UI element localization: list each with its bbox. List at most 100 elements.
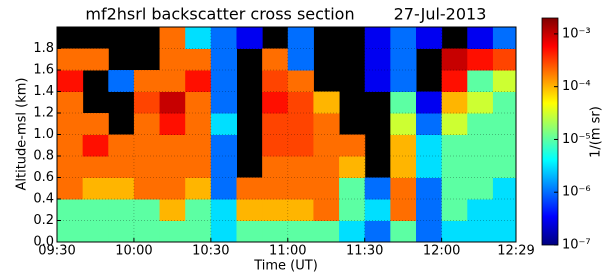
heatmap-cell — [288, 221, 314, 243]
colorbar-tick-label: 10⁻⁴ — [562, 79, 591, 94]
heatmap-cell — [339, 135, 365, 157]
heatmap-cell — [108, 156, 134, 178]
heatmap-cell — [83, 199, 109, 221]
heatmap-cell — [339, 221, 365, 243]
heatmap-cell — [83, 221, 109, 243]
heatmap-cell — [160, 70, 186, 92]
heatmap-cell — [211, 156, 237, 178]
y-tick-label: 0.0 — [33, 235, 54, 250]
heatmap-cell — [493, 113, 517, 135]
heatmap-cell — [160, 92, 186, 114]
x-tick-label: 10:00 — [115, 244, 152, 259]
y-tick-label: 0.8 — [33, 149, 54, 164]
heatmap-cell — [390, 199, 416, 221]
heatmap-cell — [467, 92, 493, 114]
heatmap-cell — [313, 199, 339, 221]
heatmap-cell — [467, 178, 493, 200]
heatmap-cell — [108, 135, 134, 157]
heatmap-cell — [185, 27, 211, 49]
heatmap-cell — [262, 199, 288, 221]
colorbar-tick-label: 10⁻⁵ — [562, 132, 591, 147]
heatmap-cell — [211, 27, 237, 49]
heatmap-cell — [493, 92, 517, 114]
heatmap-cell — [365, 27, 391, 49]
heatmap-cell — [467, 199, 493, 221]
heatmap-cell — [365, 199, 391, 221]
heatmap-cell — [339, 156, 365, 178]
heatmap-cell — [493, 49, 517, 71]
y-axis-label: Altitude-msl (km) — [15, 77, 30, 190]
heatmap-cell — [185, 49, 211, 71]
heatmap-cell — [262, 178, 288, 200]
y-tick-label: 0.2 — [33, 213, 54, 228]
heatmap-cell — [262, 221, 288, 243]
heatmap-cell — [442, 70, 468, 92]
heatmap-cell — [493, 27, 517, 49]
heatmap-cell — [211, 221, 237, 243]
heatmap-cell — [288, 135, 314, 157]
heatmap-cell — [185, 199, 211, 221]
heatmap-cell — [365, 221, 391, 243]
heatmap-cell — [467, 70, 493, 92]
heatmap-cell — [288, 70, 314, 92]
heatmap-cell — [108, 178, 134, 200]
heatmap-cell — [442, 156, 468, 178]
heatmap-cell — [493, 135, 517, 157]
heatmap-cell — [160, 156, 186, 178]
heatmap-cell — [160, 178, 186, 200]
heatmap-cell — [108, 70, 134, 92]
heatmap-cell — [313, 92, 339, 114]
heatmap-cell — [390, 221, 416, 243]
x-tick-label: 12:00 — [423, 244, 460, 259]
heatmap-cell — [416, 135, 442, 157]
heatmap-cell — [365, 70, 391, 92]
heatmap-cell — [185, 113, 211, 135]
heatmap-cell — [416, 221, 442, 243]
y-tick-label: 1.0 — [33, 127, 54, 142]
colorbar-tick-label: 10⁻⁶ — [562, 185, 591, 200]
heatmap-cell — [211, 199, 237, 221]
heatmap-cell — [83, 156, 109, 178]
heatmap-cell — [442, 49, 468, 71]
heatmap-cell — [467, 156, 493, 178]
heatmap-cell — [57, 49, 83, 71]
chart-title: mf2hsrl backscatter cross section — [85, 5, 354, 24]
heatmap-cell — [236, 199, 262, 221]
heatmap-cell — [467, 135, 493, 157]
heatmap-cell — [442, 199, 468, 221]
y-tick-label: 1.8 — [33, 41, 54, 56]
heatmap-cell — [134, 113, 160, 135]
heatmap-cell — [185, 221, 211, 243]
heatmap-cell — [313, 178, 339, 200]
heatmap-cell — [262, 135, 288, 157]
heatmap-cell — [390, 27, 416, 49]
heatmap-cell — [416, 27, 442, 49]
heatmap-cell — [493, 70, 517, 92]
heatmap-cell — [262, 113, 288, 135]
heatmap-cell — [313, 113, 339, 135]
heatmap-cell — [493, 221, 517, 243]
heatmap-cell — [134, 178, 160, 200]
heatmap-cell — [416, 199, 442, 221]
heatmap-cell — [160, 135, 186, 157]
heatmap-cell — [416, 156, 442, 178]
heatmap-cell — [339, 199, 365, 221]
heatmap-cell — [134, 92, 160, 114]
heatmap-cell — [288, 49, 314, 71]
heatmap-cell — [416, 113, 442, 135]
heatmap-cell — [108, 199, 134, 221]
heatmap-cell — [211, 135, 237, 157]
heatmap-cell — [390, 49, 416, 71]
y-tick-label: 1.6 — [33, 63, 54, 78]
heatmap-cell — [57, 156, 83, 178]
heatmap-cell — [262, 70, 288, 92]
colorbar-label: 1/(m sr) — [589, 106, 604, 158]
heatmap-cell — [467, 113, 493, 135]
heatmap-cell — [390, 113, 416, 135]
heatmap-cell — [390, 135, 416, 157]
heatmap-cell — [134, 199, 160, 221]
heatmap-cell — [236, 27, 262, 49]
heatmap-cell — [211, 70, 237, 92]
heatmap-cell — [83, 135, 109, 157]
heatmap-cell — [185, 135, 211, 157]
